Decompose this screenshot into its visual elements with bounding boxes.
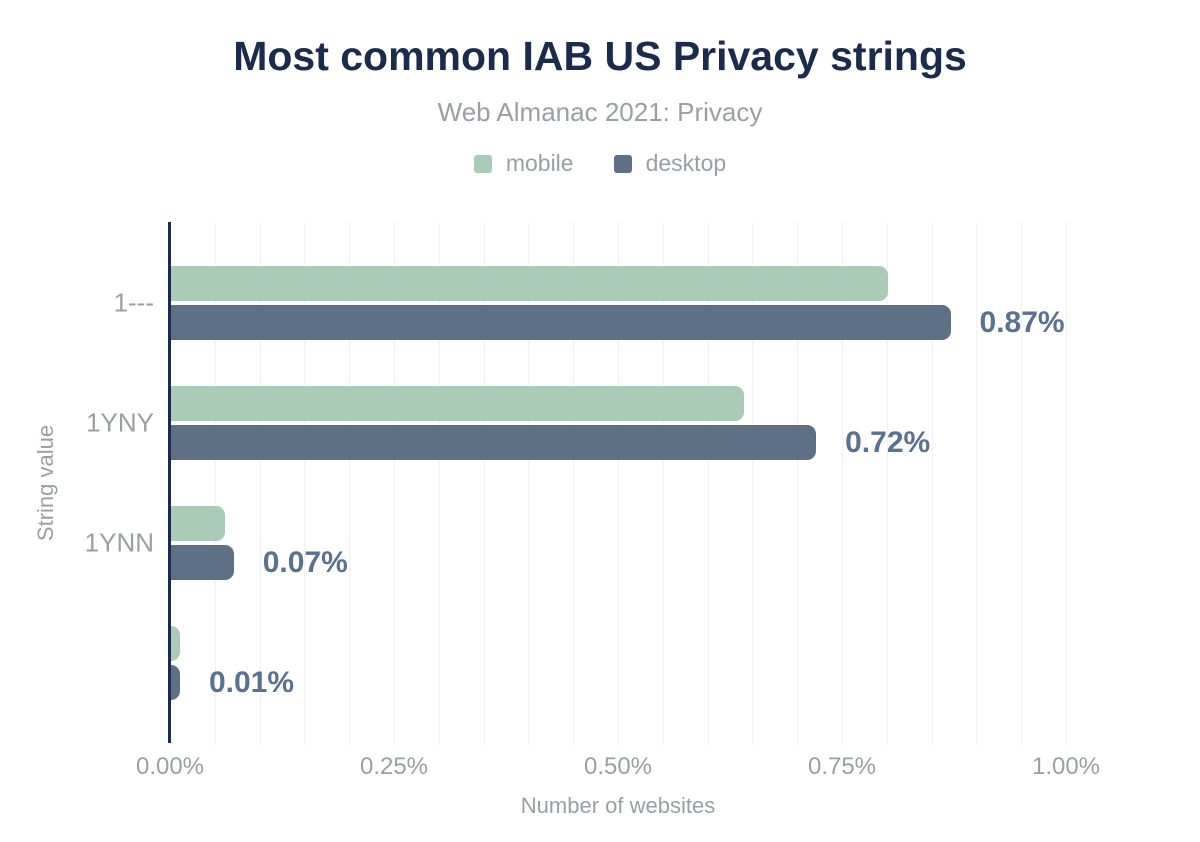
bar-mobile-1YNN[interactable] xyxy=(171,506,225,541)
x-axis-title: Number of websites xyxy=(520,793,716,818)
gridline xyxy=(573,222,575,745)
legend-item-desktop[interactable]: desktop xyxy=(613,150,727,177)
bar-value-label: 0.07% xyxy=(262,545,348,579)
gridline xyxy=(752,222,754,745)
x-tick-label: 1.00% xyxy=(1031,753,1101,780)
x-tick-label: 0.50% xyxy=(583,753,653,780)
bar-mobile-empty-string[interactable] xyxy=(171,626,180,661)
gridline xyxy=(886,222,888,745)
y-axis-line xyxy=(168,222,171,743)
gridline xyxy=(842,222,843,745)
category-label: 1YNN xyxy=(84,527,154,558)
gridline xyxy=(662,222,664,745)
gridline xyxy=(707,222,709,745)
gridline xyxy=(931,222,933,745)
gridline xyxy=(438,222,440,745)
gridline xyxy=(304,222,306,745)
gridline xyxy=(528,222,530,745)
gridline xyxy=(214,222,216,745)
bar-desktop-1YNY[interactable] xyxy=(171,425,817,460)
bar-mobile-1---[interactable] xyxy=(171,266,888,301)
bar-value-label: 0.87% xyxy=(979,305,1065,339)
legend-item-mobile[interactable]: mobile xyxy=(473,150,574,177)
category-label: 1--- xyxy=(113,287,154,318)
chart-subtitle: Web Almanac 2021: Privacy xyxy=(437,97,763,127)
chart-title: Most common IAB US Privacy strings xyxy=(233,33,967,79)
bar-desktop-1---[interactable] xyxy=(171,305,951,340)
x-tick-label: 0.75% xyxy=(807,753,877,780)
legend-label: mobile xyxy=(505,150,574,176)
gridline xyxy=(976,222,978,745)
category-label: 1YNY xyxy=(86,407,154,438)
gridline xyxy=(1021,222,1023,745)
plot-area: 1--- 0.87% 1YNY 0.72% 1YNN 0.07% 0.01% 0.00% 0.2… xyxy=(85,222,1100,780)
gridline xyxy=(1066,222,1067,745)
x-tick-label: 0.00% xyxy=(135,753,205,780)
legend: mobile desktop xyxy=(0,150,1200,177)
bar-mobile-1YNY[interactable] xyxy=(171,386,745,421)
legend-swatch-icon xyxy=(613,154,632,173)
bar-value-label: 0.72% xyxy=(845,425,931,459)
bar-desktop-1YNN[interactable] xyxy=(171,545,234,580)
bar-value-label: 0.01% xyxy=(208,665,295,699)
y-axis-title: String value xyxy=(33,424,58,542)
bar-desktop-empty-string[interactable] xyxy=(171,665,180,700)
gridline xyxy=(483,222,485,745)
legend-swatch-icon xyxy=(473,154,492,173)
legend-label: desktop xyxy=(645,150,727,176)
gridline xyxy=(797,222,799,745)
x-tick-label: 0.25% xyxy=(359,753,429,780)
gridline xyxy=(394,222,395,745)
gridline xyxy=(618,222,619,745)
gridline xyxy=(259,222,261,745)
gridline xyxy=(349,222,351,745)
